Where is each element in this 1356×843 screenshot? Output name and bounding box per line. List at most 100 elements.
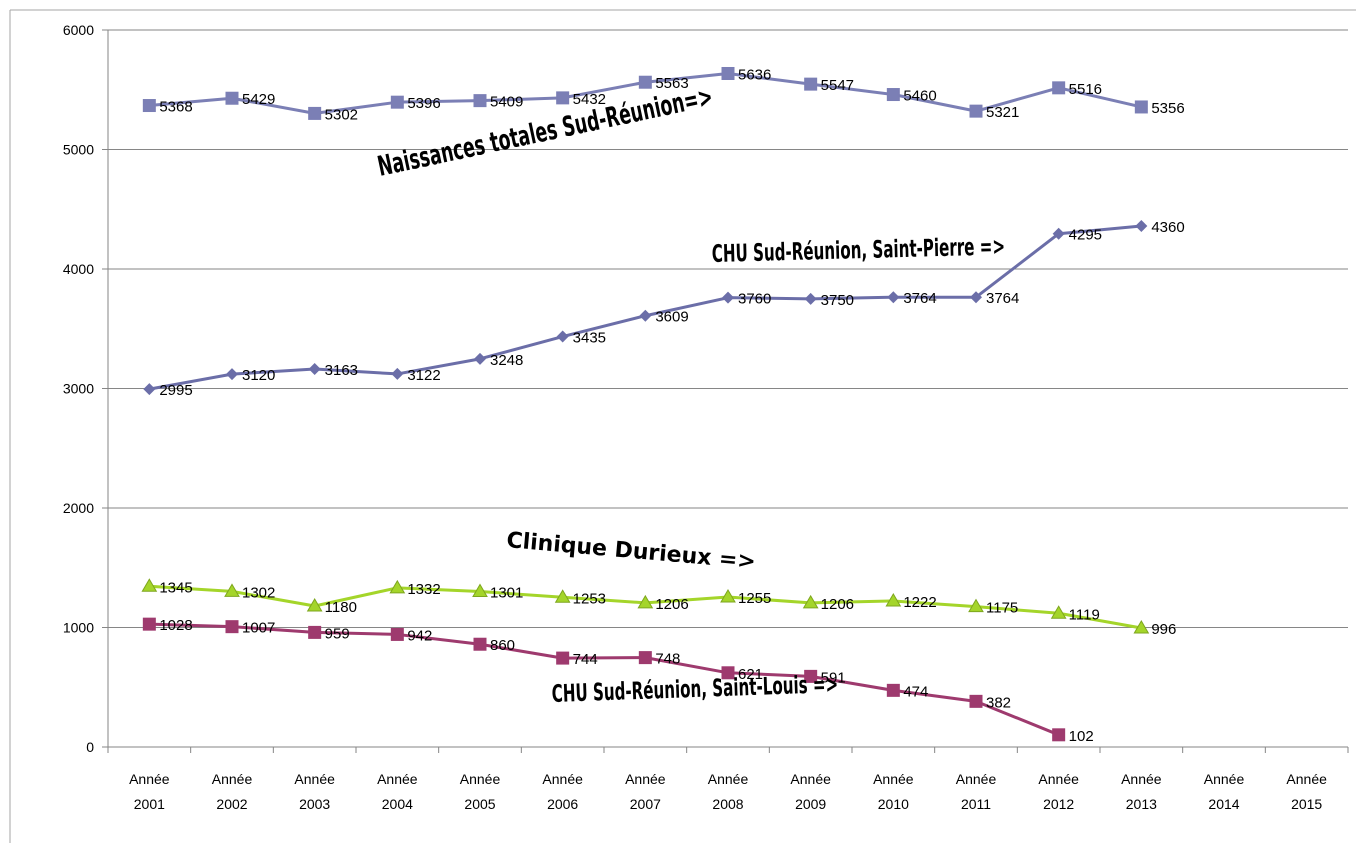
data-point-total — [556, 91, 570, 105]
data-point-saint_louis — [969, 694, 983, 708]
x-tick-label: Année 2007 — [625, 771, 666, 812]
data-label-saint_louis: 1028 — [159, 617, 192, 634]
x-tick-label: Année 2003 — [294, 771, 335, 812]
data-point-saint_pierre — [1135, 219, 1148, 232]
data-point-durieux — [885, 592, 902, 607]
data-label-total: 5460 — [903, 88, 936, 105]
y-tick-label: 0 — [86, 739, 94, 755]
data-point-durieux — [1133, 619, 1150, 634]
data-point-saint_louis — [1052, 728, 1066, 742]
y-tick-label: 2000 — [63, 500, 94, 516]
data-point-saint_louis — [473, 637, 487, 651]
data-label-durieux: 1222 — [903, 594, 936, 611]
data-point-saint_louis — [142, 617, 156, 631]
data-label-saint_louis: 102 — [1069, 728, 1094, 745]
gridlines — [108, 29, 1348, 748]
data-label-saint_pierre: 4295 — [1069, 227, 1102, 244]
data-label-durieux: 1253 — [573, 590, 606, 607]
data-point-durieux — [554, 589, 571, 603]
data-label-total: 5547 — [821, 77, 854, 94]
annotations: Naissances totales Sud-Réunion=> CHU Sud… — [375, 82, 1005, 708]
annotation-saint-pierre: CHU Sud-Réunion, Saint-Pierre => — [711, 232, 1005, 268]
data-label-durieux: 1180 — [325, 599, 357, 616]
series-total: 5368 5429 5302 5396 5409 5432 5563 5636 5547 5460… — [142, 66, 1185, 123]
data-label-saint_pierre: 3163 — [325, 362, 358, 379]
data-point-durieux — [472, 583, 488, 598]
data-point-total — [390, 95, 404, 109]
x-axis-ticks: Année 2001 Année 2002 Année 2003 Année 2004 Anné… — [107, 747, 1349, 812]
x-tick-label: Année 2005 — [460, 771, 501, 812]
data-point-durieux — [224, 583, 240, 597]
data-label-total: 5302 — [325, 106, 358, 123]
data-label-total: 5429 — [242, 91, 275, 108]
data-point-saint_louis — [886, 683, 900, 697]
data-point-durieux — [968, 598, 984, 613]
data-label-saint_louis: 744 — [573, 651, 598, 668]
series-saint_louis: 1028 1007 959 942 860 744 748 621 591 474 382 102 — [142, 617, 1094, 745]
data-label-durieux: 1332 — [407, 581, 440, 598]
data-point-durieux — [306, 597, 323, 612]
data-point-saint_pierre — [226, 368, 238, 381]
data-label-total: 5432 — [573, 91, 606, 108]
x-tick-label: Année 2002 — [212, 771, 253, 812]
data-label-total: 5516 — [1069, 81, 1102, 98]
data-point-durieux — [720, 589, 736, 603]
data-point-saint_pierre — [391, 367, 404, 380]
data-point-saint_louis — [308, 625, 322, 639]
data-point-saint_louis — [390, 627, 404, 641]
data-label-saint_pierre: 3760 — [738, 291, 771, 308]
data-point-total — [308, 106, 322, 120]
data-point-total — [1134, 100, 1148, 114]
y-tick-label: 6000 — [63, 22, 94, 38]
data-label-saint_pierre: 2995 — [159, 382, 192, 399]
data-label-saint_pierre: 3609 — [655, 309, 688, 326]
data-label-saint_louis: 591 — [821, 669, 846, 686]
x-tick-label: Année 2006 — [542, 771, 583, 812]
data-label-saint_pierre: 4360 — [1151, 219, 1184, 236]
annotation-saint-louis: CHU Sud-Réunion, Saint-Louis => — [551, 669, 838, 708]
x-tick-label: Année 2008 — [708, 771, 749, 812]
data-point-saint_pierre — [722, 291, 734, 304]
data-point-total — [473, 94, 487, 108]
data-point-saint_louis — [721, 666, 735, 680]
data-label-durieux: 1206 — [655, 596, 688, 613]
data-label-durieux: 996 — [1151, 621, 1176, 638]
data-point-total — [1052, 81, 1066, 95]
data-label-saint_pierre: 3764 — [986, 290, 1019, 307]
data-label-saint_louis: 621 — [738, 666, 763, 683]
data-label-saint_louis: 474 — [903, 683, 928, 700]
data-label-saint_louis: 382 — [986, 694, 1011, 711]
data-label-saint_louis: 1007 — [242, 620, 275, 637]
data-label-durieux: 1255 — [738, 590, 771, 607]
data-point-durieux — [389, 579, 406, 594]
data-label-durieux: 1302 — [242, 584, 275, 601]
data-point-saint_pierre — [804, 292, 817, 305]
data-label-total: 5409 — [490, 94, 523, 111]
data-label-saint_louis: 959 — [325, 625, 350, 642]
data-point-durieux — [637, 594, 654, 609]
data-label-durieux: 1206 — [821, 596, 854, 613]
data-label-total: 5636 — [738, 66, 771, 83]
data-label-total: 5563 — [655, 75, 688, 92]
data-point-saint_pierre — [474, 352, 486, 365]
annotation-durieux: Clinique Durieux => — [505, 528, 756, 575]
data-point-saint_pierre — [970, 291, 982, 304]
data-label-saint_louis: 748 — [655, 651, 680, 668]
data-label-saint_pierre: 3248 — [490, 352, 523, 369]
series-durieux: 1345 1302 1180 1332 1301 1253 1206 1255 1206 1222… — [141, 578, 1176, 638]
data-point-saint_louis — [225, 620, 239, 634]
series-saint_pierre: 2995 3120 3163 3122 3248 3435 3609 3760 3750 3764… — [143, 219, 1185, 399]
x-tick-label: Année 2015 — [1286, 771, 1327, 812]
data-point-total — [804, 77, 818, 91]
y-tick-label: 4000 — [63, 261, 94, 277]
data-point-saint_pierre — [308, 363, 321, 376]
data-point-saint_louis — [556, 651, 570, 665]
data-label-durieux: 1301 — [490, 585, 523, 602]
data-label-saint_pierre: 3764 — [903, 290, 936, 307]
data-point-total — [969, 104, 983, 118]
data-point-saint_louis — [638, 651, 652, 665]
data-label-durieux: 1345 — [159, 579, 192, 596]
x-tick-label: Année 2011 — [956, 771, 997, 812]
y-tick-label: 1000 — [63, 620, 94, 636]
